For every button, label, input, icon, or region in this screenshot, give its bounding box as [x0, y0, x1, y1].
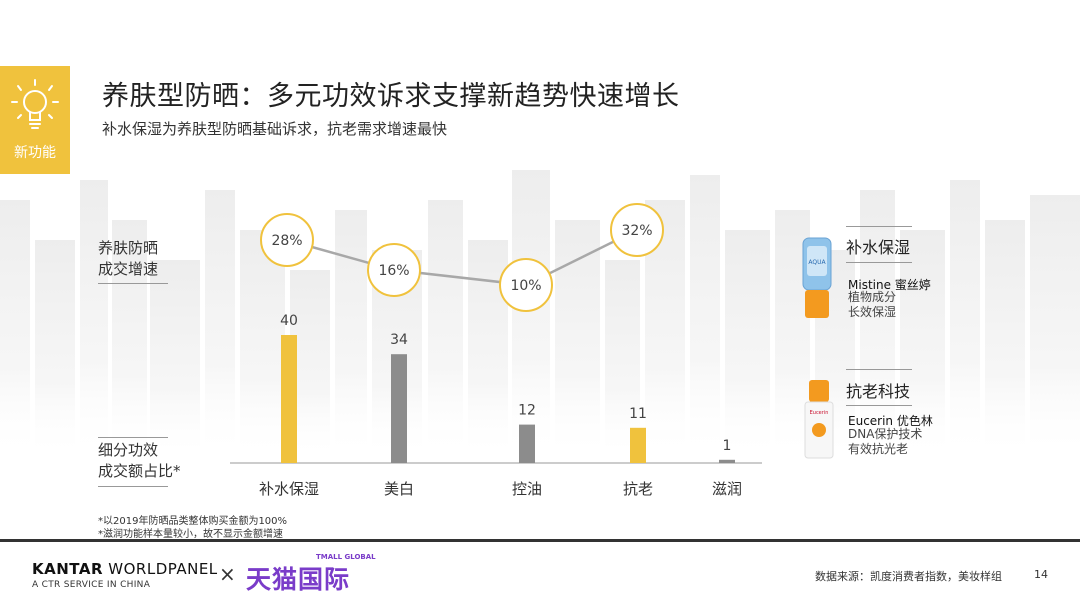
new-function-badge: 新功能 — [0, 66, 70, 174]
lightbulb-icon — [11, 79, 59, 129]
growth-value-label: 32% — [621, 223, 652, 239]
antiaging-desc-1: DNA保护技术 — [848, 427, 923, 441]
cross-symbol: × — [219, 562, 236, 586]
kantar-logo: KANTAR WORLDPANEL — [32, 560, 218, 578]
growth-circle — [260, 213, 314, 267]
antiaging-top-divider — [846, 369, 912, 370]
growth-value-label: 28% — [271, 233, 302, 249]
tmall-global-logo-small: TMALL GLOBAL — [316, 553, 376, 561]
badge-label: 新功能 — [14, 145, 56, 161]
category-label: 补水保湿 — [259, 480, 319, 498]
hydration-desc-1: 植物成分 — [848, 290, 897, 304]
bar-3 — [630, 427, 646, 463]
sunscreen-bottle-white-image: Eucerin — [804, 380, 834, 459]
category-label: 滋润 — [712, 480, 742, 498]
bar-1 — [391, 354, 407, 463]
growth-row-label: 养肤防晒 成交增速 — [98, 239, 159, 278]
share-row-label: 细分功效 成交额占比* — [98, 441, 181, 480]
hydration-bottom-divider — [846, 262, 912, 263]
hydration-brand: Mistine 蜜丝婷 — [848, 278, 931, 292]
bottle-label: AQUA — [808, 259, 826, 266]
bar-4 — [719, 459, 735, 463]
bar-2 — [519, 424, 535, 463]
footer-divider — [0, 539, 1080, 542]
page-subtitle: 补水保湿为养肤型防晒基础诉求，抗老需求增速最快 — [102, 120, 448, 138]
growth-circle — [499, 258, 553, 312]
antiaging-brand: Eucerin 优色林 — [848, 414, 933, 428]
category-label: 美白 — [384, 480, 414, 498]
growth-value-label: 16% — [378, 263, 409, 279]
sunscreen-bottle-blue-image: AQUA — [802, 237, 832, 318]
bar-0 — [281, 335, 297, 463]
hydration-desc-2: 长效保湿 — [848, 305, 897, 319]
growth-value-label: 10% — [510, 278, 541, 294]
page-title: 养肤型防晒：多元功效诉求支撑新趋势快速增长 — [102, 81, 680, 112]
bar-value-label: 11 — [629, 406, 647, 422]
antiaging-bottom-divider — [846, 405, 912, 406]
share-label-divider — [98, 437, 168, 438]
footnote-2: *滋润功能样本量较小，故不显示金额增速 — [98, 529, 283, 540]
kantar-tagline: A CTR SERVICE IN CHINA — [32, 580, 151, 590]
tmall-global-logo: 天猫国际 — [246, 565, 351, 594]
antiaging-title: 抗老科技 — [846, 382, 911, 401]
growth-circle — [367, 243, 421, 297]
growth-line — [286, 228, 638, 287]
bar-value-label: 1 — [723, 438, 732, 454]
hydration-title: 补水保湿 — [846, 238, 911, 257]
bar-value-label: 40 — [280, 313, 298, 329]
data-source: 数据来源：凯度消费者指数，美妆样组 — [815, 570, 1002, 583]
bottle-brand-text: Eucerin — [810, 410, 829, 416]
bar-value-label: 34 — [390, 332, 408, 348]
growth-circle — [610, 203, 664, 257]
city-skyline-background — [0, 170, 1080, 460]
category-label: 控油 — [512, 480, 542, 498]
hydration-top-divider — [846, 226, 912, 227]
page-number: 14 — [1034, 568, 1048, 581]
antiaging-desc-2: 有效抗光老 — [848, 442, 909, 456]
share-label-divider-bottom — [98, 486, 168, 487]
category-label: 抗老 — [623, 480, 653, 498]
bar-value-label: 12 — [518, 403, 536, 419]
footnote-1: *以2019年防晒品类整体购买金额为100% — [98, 516, 288, 527]
growth-label-divider — [98, 283, 168, 284]
